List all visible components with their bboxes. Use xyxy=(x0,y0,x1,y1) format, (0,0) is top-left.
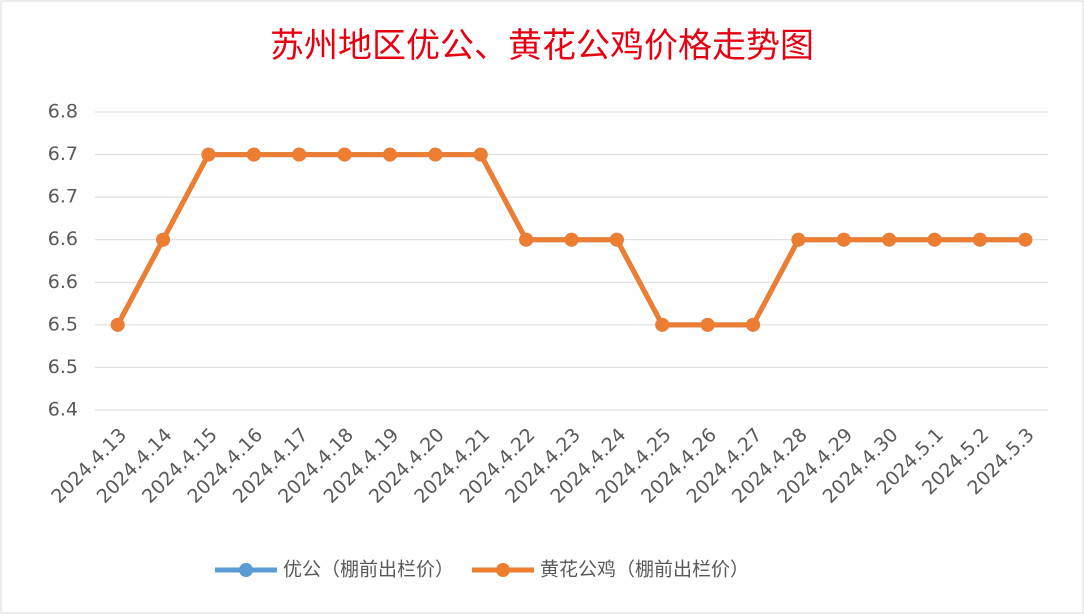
data-point xyxy=(292,147,307,162)
data-point xyxy=(564,232,579,247)
data-point xyxy=(836,232,851,247)
data-point xyxy=(156,232,171,247)
y-tick-label: 6.5 xyxy=(48,313,78,335)
data-point xyxy=(201,147,216,162)
data-point xyxy=(473,147,488,162)
data-point xyxy=(246,147,261,162)
data-point xyxy=(1018,232,1033,247)
y-tick-label: 6.4 xyxy=(48,399,78,421)
data-point xyxy=(882,232,897,247)
data-point xyxy=(972,232,987,247)
y-tick-label: 6.6 xyxy=(48,271,78,293)
chart-title: 苏州地区优公、黄花公鸡价格走势图 xyxy=(270,26,814,66)
y-tick-label: 6.7 xyxy=(48,143,78,165)
y-tick-label: 6.8 xyxy=(48,101,78,123)
data-point xyxy=(609,232,624,247)
data-point xyxy=(791,232,806,247)
legend-marker xyxy=(496,563,511,577)
legend-label: 黄花公鸡（棚前出栏价） xyxy=(540,559,749,581)
legend-marker xyxy=(239,563,253,577)
data-point xyxy=(110,317,125,332)
data-point xyxy=(337,147,352,162)
data-point xyxy=(519,232,534,247)
data-point xyxy=(428,147,443,162)
data-point xyxy=(746,317,761,332)
legend-label: 优公（棚前出栏价） xyxy=(283,559,454,581)
y-tick-label: 6.7 xyxy=(48,186,78,208)
data-point xyxy=(382,147,397,162)
y-tick-label: 6.5 xyxy=(48,356,78,378)
y-tick-label: 6.6 xyxy=(48,228,78,250)
data-point xyxy=(927,232,942,247)
data-point xyxy=(700,317,715,332)
data-point xyxy=(655,317,670,332)
